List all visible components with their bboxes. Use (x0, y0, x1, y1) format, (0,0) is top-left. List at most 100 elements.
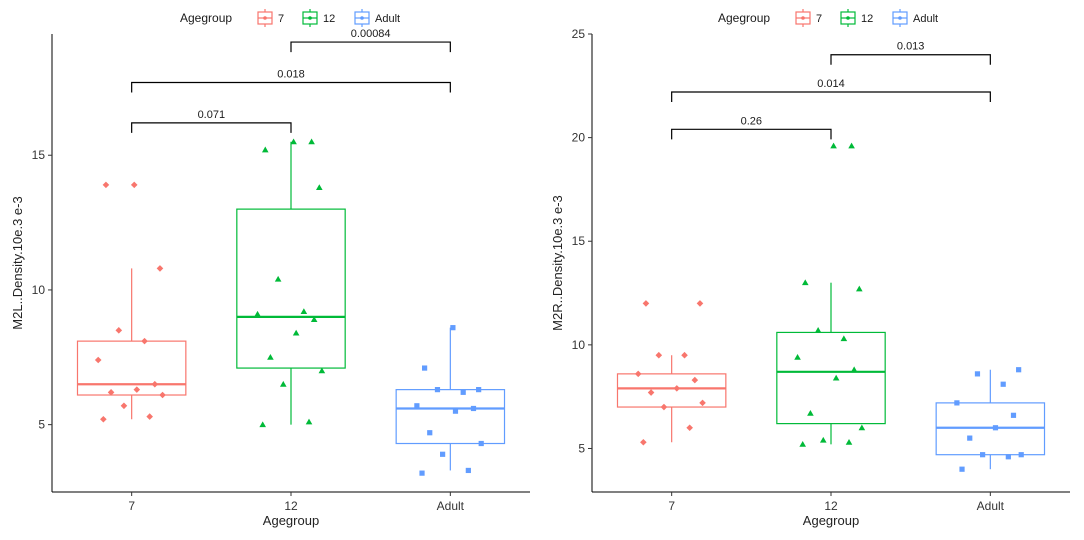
p-value-label: 0.014 (817, 78, 845, 90)
legend-title: Agegroup (180, 11, 232, 25)
y-tick-label: 10 (572, 338, 586, 352)
data-point (414, 403, 420, 409)
data-point (419, 470, 425, 476)
data-point (254, 310, 261, 317)
legend-key-2 (840, 9, 856, 27)
data-point (94, 356, 102, 364)
data-point (316, 184, 323, 191)
data-point (292, 329, 300, 336)
box-Adult (395, 325, 506, 476)
data-point (318, 367, 326, 374)
x-tick-label: Adult (977, 499, 1005, 513)
legend-key-1 (795, 9, 811, 27)
data-point (801, 279, 809, 286)
data-point (141, 337, 148, 345)
bracket-line (671, 91, 991, 103)
data-point (440, 451, 446, 457)
legend-key-3-dot (898, 16, 902, 20)
data-point (422, 365, 428, 371)
data-point (850, 366, 858, 373)
data-point (832, 374, 840, 381)
data-point (856, 285, 863, 292)
iqr-box (776, 331, 886, 425)
data-point (699, 399, 706, 407)
y-tick-label: 5 (38, 418, 45, 432)
data-point (107, 389, 115, 396)
legend-key-3 (354, 9, 370, 27)
iqr-box (616, 373, 727, 408)
y-tick-label: 15 (572, 234, 586, 248)
data-point (259, 421, 266, 428)
data-point (640, 438, 647, 446)
box-Adult (935, 367, 1046, 472)
data-point (465, 467, 471, 474)
data-point (655, 351, 663, 359)
y-axis-label: M2R..Density.10e.3 e-3 (550, 195, 565, 331)
data-point (310, 316, 318, 323)
x-tick-label: 7 (668, 499, 675, 513)
data-point (450, 325, 456, 331)
iqr-box (236, 208, 346, 369)
x-axis-label: Agegroup (263, 513, 319, 528)
data-point (660, 403, 668, 411)
y-tick-label: 10 (32, 283, 46, 297)
data-point (954, 400, 960, 406)
data-point (992, 425, 999, 431)
p-value-label: 0.26 (741, 115, 762, 127)
data-point (681, 351, 688, 359)
bracket-line (671, 128, 832, 140)
data-point (102, 181, 110, 189)
data-point (840, 335, 848, 342)
data-point (848, 142, 855, 149)
data-point (434, 387, 441, 393)
data-point (647, 389, 655, 396)
p-value-label: 0.018 (277, 68, 305, 80)
data-point (974, 371, 981, 377)
x-tick-label: 12 (824, 499, 838, 513)
data-point (151, 380, 159, 388)
data-point (799, 441, 806, 447)
data-point (819, 436, 827, 443)
data-point (1005, 454, 1011, 460)
data-point (146, 413, 153, 420)
significance-bracket: 0.26 (671, 115, 832, 140)
data-point (634, 370, 642, 378)
p-value-label: 0.013 (897, 41, 925, 53)
legend-label: 12 (861, 13, 873, 25)
y-tick-label: 15 (32, 148, 46, 162)
legend-key-3-dot (360, 16, 364, 20)
data-point (1016, 367, 1022, 373)
legend-title: Agegroup (718, 11, 770, 25)
data-point (1018, 452, 1024, 458)
legend-key-1-dot (801, 16, 805, 20)
data-point (794, 353, 801, 360)
legend-key-1 (257, 9, 273, 27)
data-point (427, 430, 433, 436)
data-point (305, 418, 313, 425)
legend-label: Adult (913, 13, 938, 25)
data-point (120, 402, 128, 410)
significance-bracket: 0.00084 (290, 28, 451, 53)
legend-label: 7 (816, 13, 822, 25)
chart-panel-1: Agegroup 7 12 Adult 5 10 15 7 12 Adult Agegroup M2L… (10, 9, 530, 528)
significance-bracket: 0.071 (131, 109, 292, 133)
data-point (967, 435, 973, 441)
data-point (845, 438, 853, 445)
y-axis-label: M2L..Density.10e.3 e-3 (10, 196, 25, 329)
data-point (133, 386, 141, 393)
data-point (159, 391, 166, 399)
data-point (1000, 381, 1006, 387)
legend-key-2-dot (846, 16, 850, 20)
y-tick-label: 5 (578, 441, 585, 455)
data-point (686, 424, 693, 432)
box-12 (776, 142, 886, 447)
bracket-line (131, 81, 451, 93)
bracket-line (830, 54, 991, 65)
x-tick-label: Adult (437, 499, 465, 513)
iqr-box (395, 389, 506, 445)
data-point (100, 415, 107, 423)
x-tick-label: 12 (284, 499, 298, 513)
significance-bracket: 0.014 (671, 78, 991, 103)
data-point (130, 181, 138, 189)
